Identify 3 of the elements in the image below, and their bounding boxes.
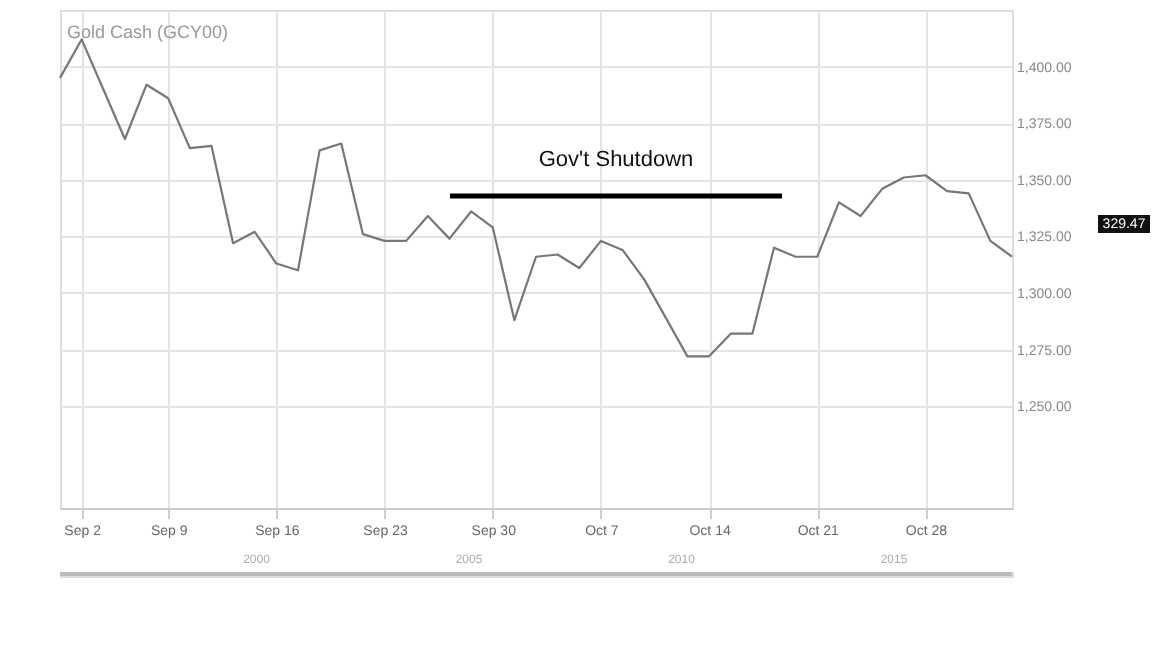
text: Gold Cash (GCY00) <box>66 22 228 42</box>
line-series <box>58 38 1014 358</box>
annotation: Gov't Shutdown <box>538 148 694 172</box>
